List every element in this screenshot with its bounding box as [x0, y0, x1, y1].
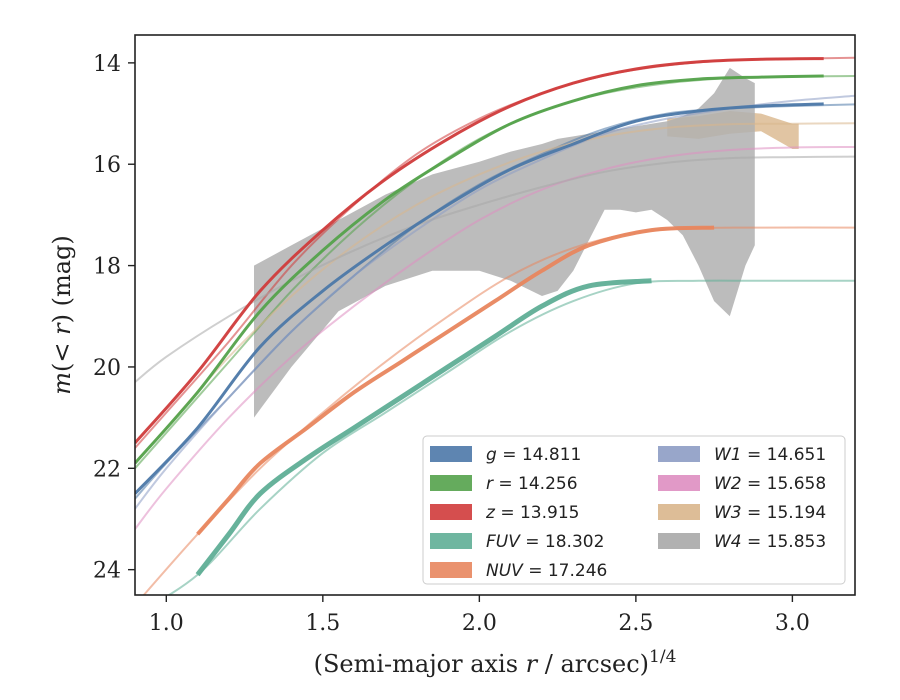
legend-swatch-nuv — [430, 562, 472, 578]
legend-label-r: r = 14.256 — [486, 474, 578, 494]
y-tick-label: 18 — [93, 255, 121, 280]
model-curve-w2 — [135, 146, 855, 530]
legend-label-z: z = 13.915 — [485, 503, 579, 523]
legend-label-w1: W1 = 14.651 — [714, 445, 826, 465]
x-tick-label: 3.0 — [775, 611, 810, 636]
data-curve-fuv — [195, 278, 652, 577]
legend: g = 14.811 r = 14.256 z = 13.915 FUV = 18.3… — [422, 435, 846, 585]
legend-label-nuv: NUV = 17.246 — [486, 561, 607, 581]
line-layer — [135, 56, 855, 595]
legend-label-fuv: FUV = 18.302 — [486, 532, 604, 552]
x-tick-label: 1.5 — [305, 611, 340, 636]
data-curve-z — [135, 57, 824, 444]
legend-swatch-w2 — [658, 475, 700, 491]
legend-swatch-fuv — [430, 533, 472, 549]
plot-frame — [134, 34, 856, 596]
x-axis-title: (Semi-major axis r / arcsec)1/4 — [314, 647, 677, 678]
y-axis: 14 16 18 20 22 24 — [93, 52, 135, 584]
y-tick-label: 14 — [93, 52, 121, 77]
y-axis-title: m(< r) (mag) — [48, 235, 76, 395]
model-curve-fuv — [167, 279, 855, 595]
y-tick-label: 24 — [93, 559, 121, 584]
band-layer — [254, 67, 799, 418]
x-axis: 1.0 1.5 2.0 2.5 3.0 — [149, 595, 810, 636]
legend-label-w2: W2 = 15.658 — [714, 474, 826, 494]
legend-label-w3: W3 = 15.194 — [714, 503, 826, 523]
y-tick-label: 22 — [93, 457, 121, 482]
legend-swatch-r — [430, 475, 472, 491]
x-tick-label: 2.0 — [462, 611, 497, 636]
legend-swatch-g — [430, 446, 472, 462]
legend-swatch-w3 — [658, 504, 700, 520]
band-w4 — [254, 67, 755, 418]
legend-swatch-w4 — [658, 533, 700, 549]
legend-swatch-w1 — [658, 446, 700, 462]
y-tick-label: 16 — [93, 153, 121, 178]
legend-swatch-z — [430, 504, 472, 520]
data-curve-r — [135, 74, 824, 465]
data-curve-g — [135, 102, 824, 495]
legend-box — [422, 435, 846, 585]
x-tick-label: 2.5 — [618, 611, 653, 636]
x-tick-label: 1.0 — [149, 611, 184, 636]
model-curve-w4 — [135, 155, 855, 383]
y-tick-label: 20 — [93, 356, 121, 381]
legend-label-w4: W4 = 15.853 — [714, 532, 826, 552]
data-curve-nuv — [196, 225, 715, 536]
legend-label-g: g = 14.811 — [486, 445, 581, 465]
model-curve-w3 — [135, 122, 855, 464]
